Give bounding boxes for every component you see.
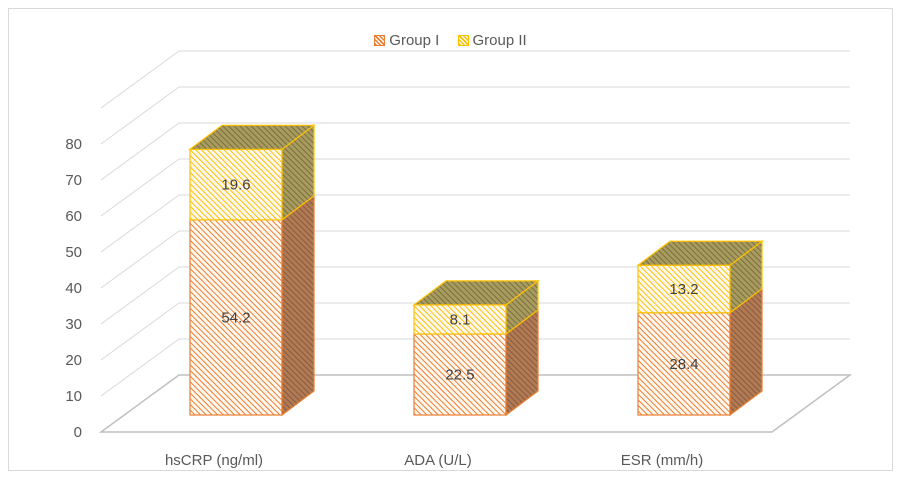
data-label-1-0: 22.5 (445, 367, 474, 384)
side-gridline-8 (100, 86, 180, 145)
bar-side-0-0 (281, 194, 315, 417)
legend-item-group-2: Group II (457, 32, 527, 49)
side-gridline-top (100, 50, 180, 109)
bar-top-0 (188, 124, 316, 150)
y-tick-label-2: 20 (65, 352, 82, 369)
data-label-2-0: 28.4 (669, 356, 698, 373)
y-tick-label-6: 60 (65, 208, 82, 225)
y-tick-label-5: 50 (65, 244, 82, 261)
y-tick-label-7: 70 (65, 172, 82, 189)
bar-top-1 (412, 280, 540, 306)
bar-front-0-0 (189, 219, 283, 416)
chart-legend: Group I Group II (0, 32, 901, 50)
bar-front-2-0 (637, 312, 731, 416)
side-gridline-1 (100, 338, 180, 397)
legend-label-group-1: Group I (389, 32, 440, 49)
legend-label-group-2: Group II (472, 32, 527, 49)
data-label-0-0: 54.2 (221, 309, 250, 326)
x-tick-label-0: hsCRP (ng/ml) (165, 452, 263, 469)
y-tick-label-3: 30 (65, 316, 82, 333)
bar-front-1-1 (413, 304, 507, 335)
data-label-0-1: 19.6 (221, 177, 250, 194)
y-tick-label-0: 0 (74, 424, 82, 441)
y-tick-label-8: 80 (65, 136, 82, 153)
x-tick-label-2: ESR (mm/h) (621, 452, 704, 469)
side-gridline-6 (100, 158, 180, 217)
legend-item-group-1: Group I (374, 32, 439, 49)
bar-front-1-0 (413, 333, 507, 416)
side-gridline-7 (100, 122, 180, 181)
side-gridline-4 (100, 230, 180, 289)
legend-swatch-group-2 (457, 35, 469, 46)
data-label-2-1: 13.2 (669, 281, 698, 298)
side-gridline-5 (100, 194, 180, 253)
side-gridline-3 (100, 266, 180, 325)
y-tick-label-4: 40 (65, 280, 82, 297)
x-tick-label-1: ADA (U/L) (404, 452, 472, 469)
y-tick-label-1: 10 (65, 388, 82, 405)
bar-top-2 (636, 240, 764, 266)
side-gridline-2 (100, 302, 180, 361)
bar-front-0-1 (189, 148, 283, 221)
data-label-1-1: 8.1 (450, 311, 471, 328)
legend-swatch-group-1 (374, 35, 386, 46)
